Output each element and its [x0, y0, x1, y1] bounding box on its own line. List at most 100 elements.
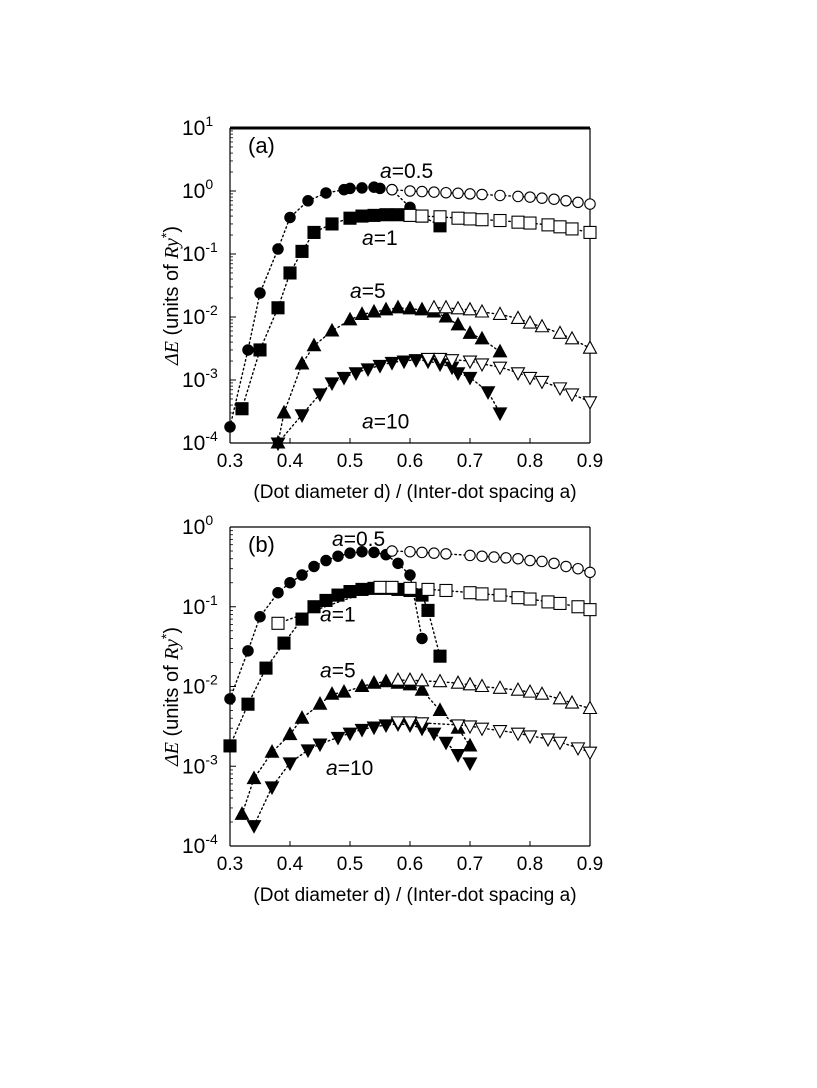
panel-b-point-a-0p5-open	[464, 549, 476, 562]
panel-b-point-a-5-filled	[462, 737, 478, 752]
panel-a-point-a-0p5-filled	[374, 182, 386, 195]
panel-a-point-a-10-open	[564, 388, 580, 403]
panel-b-y-tick-label: 10-4	[182, 831, 218, 858]
panel-a-point-a-1-open	[475, 213, 489, 227]
panel-b-point-a-10-filled	[462, 757, 478, 772]
panel-b-point-a-1-filled	[433, 649, 447, 663]
panel-b-x-tick-label: 0.7	[457, 854, 483, 875]
panel-b-point-a-10-filled	[450, 749, 466, 763]
panel-a-point-a-1-filled	[283, 266, 297, 280]
panel-a-point-a-10-open	[522, 371, 538, 386]
panel-b-point-a-5-filled	[432, 702, 448, 717]
panel-a-point-a-1-filled	[307, 225, 321, 239]
panel-a-point-a-5-filled	[474, 330, 490, 345]
panel-b-point-a-5-open	[492, 680, 508, 694]
panel-a-point-a-5-filled	[324, 322, 340, 337]
panel-b-point-a-5-open	[450, 675, 466, 689]
panel-b-point-a-10-filled	[246, 820, 262, 834]
panel-b-point-a-1-filled	[343, 585, 357, 599]
panel-a-point-a-10-open	[462, 355, 478, 370]
panel-a-point-a-5-open	[462, 301, 478, 316]
panel-b-point-a-0p5-filled	[368, 546, 380, 559]
panel-a-point-a-5-filled	[366, 303, 382, 318]
panel-b-x-tick-label: 0.9	[577, 854, 603, 875]
panel-b-point-a-0p5-open	[386, 545, 398, 557]
panel-b-point-a-1-filled	[223, 739, 237, 753]
panel-a-point-a-0p5-open	[494, 189, 506, 202]
panel-b-point-a-1-filled	[241, 697, 255, 711]
panel-b-point-a-5-open	[534, 686, 550, 700]
panel-a-y-tick-label: 101	[182, 113, 213, 140]
panel-a-point-a-0p5-open	[452, 187, 464, 200]
panel-b-point-a-1-open	[493, 588, 507, 602]
panel-b-point-a-5-open	[402, 672, 418, 686]
panel-a-series-curve	[391, 188, 591, 205]
panel-b-point-a-10-open	[570, 742, 586, 757]
panel-b-point-a-5-open	[522, 683, 538, 698]
panel-b-point-a-10-filled	[282, 757, 298, 772]
panel-b-point-a-5-open	[414, 672, 430, 687]
panel-b-x-tick-label: 0.6	[397, 854, 423, 875]
panel-b-point-a-5-filled	[282, 726, 298, 741]
panel-a-point-a-1-filled	[343, 211, 357, 225]
panel-b-label: (b)	[248, 532, 275, 557]
panel-b-plot: 0.3 0.4 0.5 0.6 0.7 0.8 0.9 10-4 10-3 10-2 10-1 100…	[158, 512, 603, 906]
panel-a-label: (a)	[248, 133, 275, 158]
panel-b-y-tick-label: 10-1	[182, 592, 218, 619]
panel-a-point-a-0p5-open	[536, 192, 548, 204]
panel-b-point-a-1-filled	[307, 600, 321, 614]
panel-a-point-a-5-open	[450, 300, 466, 315]
panel-b-x-tick-label: 0.8	[517, 854, 543, 875]
panel-a-point-a-5-filled	[492, 343, 508, 358]
panel-a-plot: 0.3 0.4 0.5 0.6 0.7 0.8 0.9 10-4 10-3 10-2 10-1 100…	[158, 113, 603, 503]
panel-a-point-a-5-filled	[390, 299, 406, 314]
panel-b-point-a-1-open	[403, 581, 417, 595]
panel-b-x-tick-label: 0.3	[217, 854, 243, 875]
panel-a-point-a-10-filled	[450, 367, 466, 381]
panel-b-point-a-5-filled	[246, 770, 262, 785]
panel-a-point-a-1-open	[493, 213, 507, 228]
panel-b-point-a-0p5-filled	[416, 632, 428, 645]
panel-b-point-a-0p5-open	[524, 554, 536, 567]
panel-a-point-a-5-open	[534, 318, 550, 333]
panel-a-point-a-5-filled	[342, 311, 358, 326]
panel-a-point-a-5-open	[438, 299, 454, 314]
panel-a-point-a-0p5-filled	[242, 344, 254, 356]
panel-b-point-a-1-filled	[259, 661, 273, 675]
panel-b-series-curve	[241, 680, 471, 815]
panel-a-point-a-0p5-open	[512, 190, 524, 203]
panel-b-point-a-0p5-filled	[344, 547, 356, 559]
panel-b-point-a-1-open	[553, 596, 567, 610]
panel-a-point-a-10-open	[582, 396, 598, 411]
panel-b-point-a-0p5-open	[584, 566, 596, 579]
panel-b-point-a-0p5-open	[572, 562, 584, 575]
panel-a-point-a-10-filled	[312, 388, 328, 403]
panel-a-point-a-1-open	[583, 225, 597, 239]
panel-b-point-a-0p5-open	[416, 546, 428, 559]
panel-b-point-a-0p5-open	[512, 552, 524, 565]
panel-b-point-a-5-filled	[234, 806, 250, 820]
panel-a-point-a-0p5-open	[404, 185, 416, 197]
panel-a-x-tick-label: 0.8	[517, 451, 543, 472]
panel-a-point-a-1-filled	[355, 209, 369, 223]
panel-a-x-tick-label: 0.5	[337, 451, 363, 472]
panel-b-point-a-1-open	[373, 580, 387, 594]
panel-b-point-a-1-open	[271, 616, 285, 630]
panel-b-point-a-1-open	[421, 582, 435, 596]
panel-b-point-a-5-open	[432, 673, 448, 688]
panel-b-point-a-1-open	[385, 580, 399, 594]
panel-b-point-a-10-open	[492, 725, 508, 739]
panel-b-point-a-10-open	[414, 717, 430, 732]
panel-b-point-a-0p5-open	[500, 552, 512, 564]
panel-b-point-a-1-open	[475, 587, 489, 601]
panel-a-point-a-5-open	[552, 325, 568, 339]
panel-a-point-a-10-filled	[384, 356, 400, 371]
panel-b-point-a-10-open	[474, 722, 490, 737]
panel-b-x-tick-label: 0.5	[337, 854, 363, 875]
panel-b-point-a-10-filled	[366, 721, 382, 736]
panel-b-point-a-0p5-filled	[284, 576, 296, 589]
panel-a-point-a-10-open	[474, 358, 490, 373]
panel-a-x-tick-label: 0.3	[217, 451, 243, 472]
panel-b-point-a-5-open	[552, 690, 568, 705]
